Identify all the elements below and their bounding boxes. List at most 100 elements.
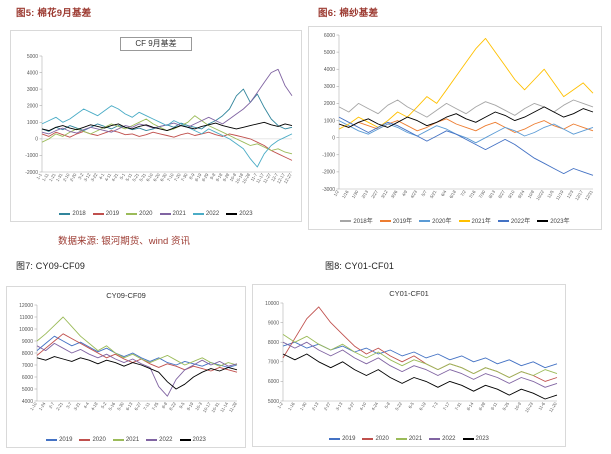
svg-text:2000: 2000: [27, 103, 38, 109]
legend-label: 2019: [59, 437, 73, 443]
legend-item: 2022: [429, 436, 456, 442]
svg-text:5000: 5000: [27, 53, 38, 59]
legend-label: 2019: [342, 436, 356, 442]
legend-swatch: [126, 213, 138, 215]
svg-text:3-2: 3-2: [77, 171, 85, 179]
legend-swatch: [59, 213, 71, 215]
legend-swatch: [537, 219, 549, 222]
svg-text:9-5: 9-5: [178, 401, 186, 409]
svg-text:-2000: -2000: [322, 170, 335, 176]
svg-text:4-11: 4-11: [104, 171, 113, 181]
fig8-chart-panel: CY01-CF01 10000 9000 8000 7000 6000 5000 1-2 1-…: [252, 284, 566, 447]
svg-text:3/12: 3/12: [380, 189, 389, 199]
svg-text:11/19: 11/19: [555, 189, 565, 201]
legend-item: 2023: [462, 436, 489, 442]
svg-text:-1000: -1000: [322, 153, 335, 159]
svg-text:9-18: 9-18: [215, 171, 224, 181]
fig6-caption: 图6: 棉纱基差: [318, 8, 379, 19]
svg-text:7/2: 7/2: [459, 189, 467, 197]
svg-text:1-24: 1-24: [38, 401, 47, 411]
svg-text:9000: 9000: [22, 339, 33, 345]
fig5-chart-legend: 2018 2019 2020 2021 2022 2023: [59, 211, 253, 219]
legend-swatch: [79, 439, 91, 441]
svg-text:1-10: 1-10: [29, 401, 38, 411]
legend-label: 2020年: [432, 219, 452, 225]
svg-text:10-8: 10-8: [228, 171, 237, 181]
svg-text:2-10: 2-10: [62, 171, 71, 181]
legend-swatch: [340, 219, 352, 222]
legend-swatch: [226, 213, 238, 215]
svg-text:1-2: 1-2: [276, 401, 284, 409]
legend-item: 2020年: [419, 216, 452, 225]
legend-label: 2021: [125, 437, 140, 443]
data-source-note: 数据来源: 银河期货、wind 资讯: [58, 236, 190, 247]
fig8-chart-legend: 2019 2020 2021 2022 2023: [329, 436, 489, 444]
legend-swatch: [395, 438, 407, 440]
legend-item: 2023: [226, 211, 253, 217]
legend-item: 2021: [395, 436, 422, 442]
legend-swatch: [458, 219, 470, 222]
svg-text:8-28: 8-28: [478, 401, 487, 411]
svg-text:3000: 3000: [27, 86, 38, 92]
svg-text:5/21: 5/21: [429, 189, 438, 199]
fig8-chart-title: CY01-CF01: [389, 289, 429, 298]
svg-text:7-30: 7-30: [180, 171, 189, 181]
legend-swatch: [192, 213, 204, 215]
svg-text:3-21: 3-21: [73, 401, 82, 411]
svg-text:6000: 6000: [268, 379, 279, 385]
svg-text:6-13: 6-13: [125, 401, 134, 411]
svg-text:11-7: 11-7: [250, 171, 259, 181]
legend-label: 2022: [442, 436, 456, 442]
legend-item: 2019: [329, 436, 355, 442]
svg-text:8000: 8000: [22, 351, 33, 357]
svg-text:11-27: 11-27: [262, 171, 272, 183]
svg-text:4-4: 4-4: [83, 401, 91, 409]
legend-item: 2021: [159, 211, 186, 217]
legend-swatch: [329, 438, 341, 440]
svg-text:11-17: 11-17: [255, 171, 265, 183]
svg-text:8-22: 8-22: [168, 401, 177, 411]
fig7-caption: 图7: CY09-CF09: [16, 261, 86, 271]
legend-item: 2020: [362, 436, 389, 442]
svg-text:2/13: 2/13: [360, 189, 369, 199]
svg-text:10-28: 10-28: [241, 171, 251, 183]
svg-text:8-9: 8-9: [188, 171, 196, 179]
svg-text:5-31: 5-31: [138, 171, 147, 181]
svg-text:6-10: 6-10: [145, 171, 154, 181]
legend-label: 2020: [92, 437, 106, 443]
svg-text:6000: 6000: [324, 33, 335, 39]
svg-text:9-19: 9-19: [186, 401, 195, 411]
svg-text:6/4: 6/4: [440, 189, 448, 197]
svg-text:10-17: 10-17: [202, 401, 212, 413]
svg-text:6/18: 6/18: [448, 189, 457, 199]
svg-text:10/8: 10/8: [527, 189, 536, 199]
svg-text:5/7: 5/7: [420, 189, 428, 197]
svg-text:4-18: 4-18: [90, 401, 99, 411]
legend-swatch: [46, 439, 58, 441]
svg-text:5000: 5000: [324, 50, 335, 56]
svg-text:5-1: 5-1: [119, 171, 127, 179]
svg-text:1-1: 1-1: [35, 171, 43, 179]
svg-text:4/9: 4/9: [401, 189, 409, 197]
svg-text:4-24: 4-24: [370, 401, 379, 411]
svg-text:9/10: 9/10: [507, 189, 516, 199]
svg-text:3-7: 3-7: [65, 401, 73, 409]
svg-text:0: 0: [35, 136, 38, 142]
svg-text:11-6: 11-6: [537, 401, 546, 411]
fig5-chart-panel: CF 9月基差 5000 4000 3000 2000 1000 0 -1000 -2000 1…: [10, 30, 302, 222]
legend-item: 2019: [92, 211, 119, 217]
svg-text:7-3: 7-3: [431, 401, 439, 409]
svg-text:3-13: 3-13: [335, 401, 344, 411]
svg-text:5000: 5000: [22, 387, 33, 393]
svg-text:2-20: 2-20: [69, 171, 78, 181]
svg-text:-2000: -2000: [25, 169, 38, 175]
legend-item: 2023年: [537, 216, 570, 225]
svg-text:7-11: 7-11: [142, 401, 151, 411]
legend-label: 2023: [475, 436, 489, 442]
legend-swatch: [419, 219, 431, 222]
svg-text:10000: 10000: [265, 301, 279, 307]
svg-text:8-19: 8-19: [194, 171, 203, 181]
svg-text:10000: 10000: [19, 327, 33, 333]
svg-text:7-10: 7-10: [166, 171, 175, 181]
svg-text:3/26: 3/26: [390, 189, 399, 199]
